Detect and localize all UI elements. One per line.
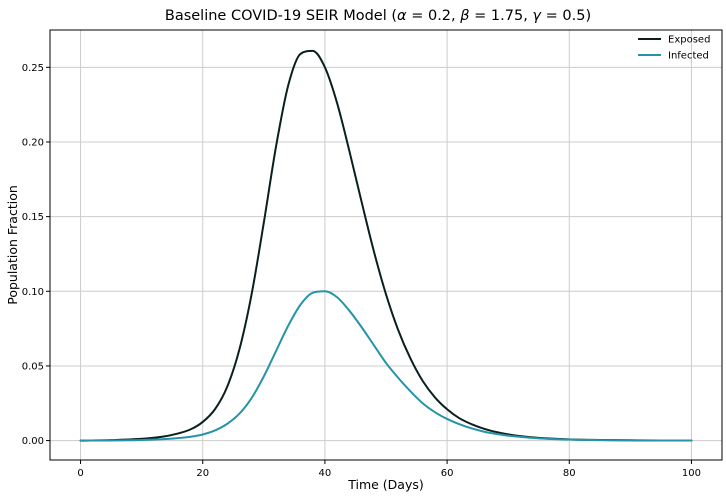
y-tick-label: 0.10 bbox=[22, 287, 44, 298]
plot-area-frame bbox=[49, 29, 723, 461]
y-axis-label: Population Fraction bbox=[5, 185, 20, 305]
legend-label-infected: Infected bbox=[668, 51, 709, 62]
x-axis-label: Time (Days) bbox=[347, 477, 424, 492]
x-tick-label: 40 bbox=[319, 468, 332, 479]
grid-lines bbox=[50, 30, 722, 460]
x-tick-label: 20 bbox=[196, 468, 209, 479]
x-tick-label: 100 bbox=[682, 468, 701, 479]
y-tick-label: 0.00 bbox=[22, 436, 44, 447]
legend-label-exposed: Exposed bbox=[668, 35, 710, 46]
series-line-exposed bbox=[79, 49, 693, 442]
axis-ticks: 0 20 40 60 80 100 0.00 0.05 0.10 0.15 0.20 0.25 bbox=[22, 63, 701, 479]
y-tick-label: 0.15 bbox=[22, 212, 44, 223]
series-lines bbox=[79, 49, 693, 442]
y-tick-label: 0.25 bbox=[22, 63, 44, 74]
x-tick-label: 80 bbox=[563, 468, 576, 479]
y-tick-label: 0.05 bbox=[22, 361, 44, 372]
series-line-infected bbox=[79, 290, 693, 442]
legend: Exposed Infected bbox=[638, 35, 710, 62]
x-tick-label: 60 bbox=[441, 468, 454, 479]
chart-title: Baseline COVID-19 SEIR Model (α = 0.2, β… bbox=[165, 8, 591, 24]
x-tick-label: 0 bbox=[77, 468, 83, 479]
y-tick-label: 0.20 bbox=[22, 137, 44, 148]
